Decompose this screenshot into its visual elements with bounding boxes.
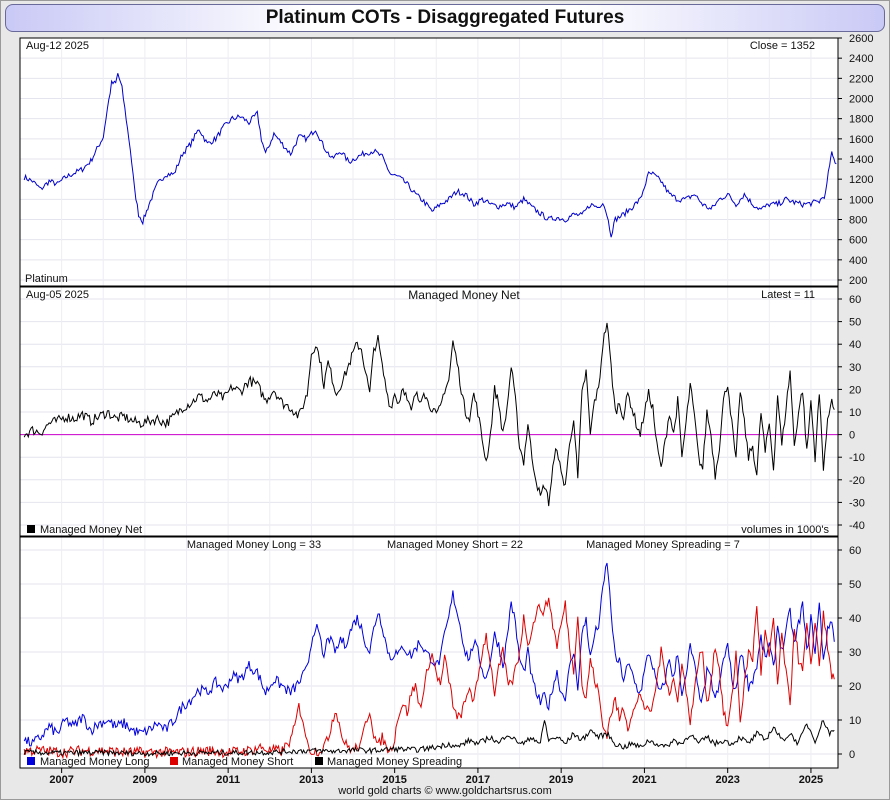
y-tick-label-net: -40 <box>849 520 865 532</box>
y-tick-label-price: 1400 <box>849 154 873 166</box>
series-line-price-0 <box>23 73 837 238</box>
series-line-net-0 <box>23 322 835 507</box>
plot-border <box>19 37 839 769</box>
y-tick-label-price: 600 <box>849 235 867 247</box>
net-date-label: Aug-05 2025 <box>26 289 89 301</box>
y-tick-label-positions: 30 <box>849 647 861 659</box>
y-tick-label-positions: 10 <box>849 715 861 727</box>
y-tick-label-price: 1000 <box>849 194 873 206</box>
y-tick-label-net: -30 <box>849 497 865 509</box>
x-tick-label: 2015 <box>382 774 406 786</box>
x-tick-label: 2021 <box>632 774 656 786</box>
x-tick-label: 2025 <box>799 774 823 786</box>
y-tick-label-price: 2600 <box>849 33 873 45</box>
y-tick-label-net: 60 <box>849 294 861 306</box>
y-tick-label-net: 40 <box>849 339 861 351</box>
x-tick-label: 2013 <box>299 774 323 786</box>
net-title: Managed Money Net <box>408 288 520 302</box>
y-tick-label-price: 1800 <box>849 114 873 126</box>
x-tick-label: 2017 <box>466 774 490 786</box>
y-tick-label-positions: 50 <box>849 579 861 591</box>
short-legend-swatch <box>170 757 178 765</box>
price-corner-label: Platinum <box>25 273 68 285</box>
series-line-positions-1 <box>23 597 835 760</box>
y-tick-label-positions: 40 <box>849 613 861 625</box>
y-tick-label-price: 2400 <box>849 53 873 65</box>
spreading-legend-swatch <box>315 757 323 765</box>
footer-credit: world gold charts © www.goldchartsrus.co… <box>337 785 552 797</box>
page-title: Platinum COTs - Disaggregated Futures <box>265 7 625 28</box>
y-tick-label-price: 800 <box>849 215 867 227</box>
series-line-positions-2 <box>23 720 835 758</box>
x-tick-label: 2009 <box>133 774 157 786</box>
y-tick-label-net: 10 <box>849 407 861 419</box>
y-tick-label-net: 0 <box>849 430 855 442</box>
y-tick-label-price: 400 <box>849 255 867 267</box>
y-tick-label-price: 1200 <box>849 174 873 186</box>
y-tick-label-price: 2200 <box>849 73 873 85</box>
title-bar: Platinum COTs - Disaggregated Futures <box>5 4 885 32</box>
y-tick-label-net: -10 <box>849 452 865 464</box>
y-tick-label-net: 50 <box>849 317 861 329</box>
x-tick-label: 2007 <box>49 774 73 786</box>
y-tick-label-price: 200 <box>849 275 867 287</box>
spreading-latest-label: Managed Money Spreading = 7 <box>586 539 740 551</box>
short-latest-label: Managed Money Short = 22 <box>387 539 523 551</box>
price-panel <box>20 38 838 286</box>
y-tick-label-net: -20 <box>849 475 865 487</box>
y-tick-label-positions: 0 <box>849 749 855 761</box>
y-tick-label-net: 20 <box>849 384 861 396</box>
x-tick-label: 2023 <box>715 774 739 786</box>
price-date-label: Aug-12 2025 <box>26 40 89 52</box>
y-tick-label-net: 30 <box>849 362 861 374</box>
y-tick-label-positions: 60 <box>849 545 861 557</box>
net-latest-label: Latest = 11 <box>761 289 815 301</box>
y-tick-label-price: 1600 <box>849 134 873 146</box>
price-close-label: Close = 1352 <box>750 40 815 52</box>
net-legend-label: Managed Money Net <box>40 524 142 536</box>
net-legend-swatch <box>27 525 35 533</box>
series-line-positions-0 <box>23 562 835 747</box>
spreading-legend-label: Managed Money Spreading <box>327 756 462 768</box>
short-legend-label: Managed Money Short <box>182 756 293 768</box>
long-legend-swatch <box>27 757 35 765</box>
x-tick-label: 2011 <box>216 774 240 786</box>
net-units-label: volumes in 1000's <box>741 524 829 536</box>
x-tick-label: 2019 <box>549 774 573 786</box>
long-latest-label: Managed Money Long = 33 <box>187 539 321 551</box>
y-tick-label-positions: 20 <box>849 681 861 693</box>
long-legend-label: Managed Money Long <box>40 756 149 768</box>
y-tick-label-price: 2000 <box>849 94 873 106</box>
